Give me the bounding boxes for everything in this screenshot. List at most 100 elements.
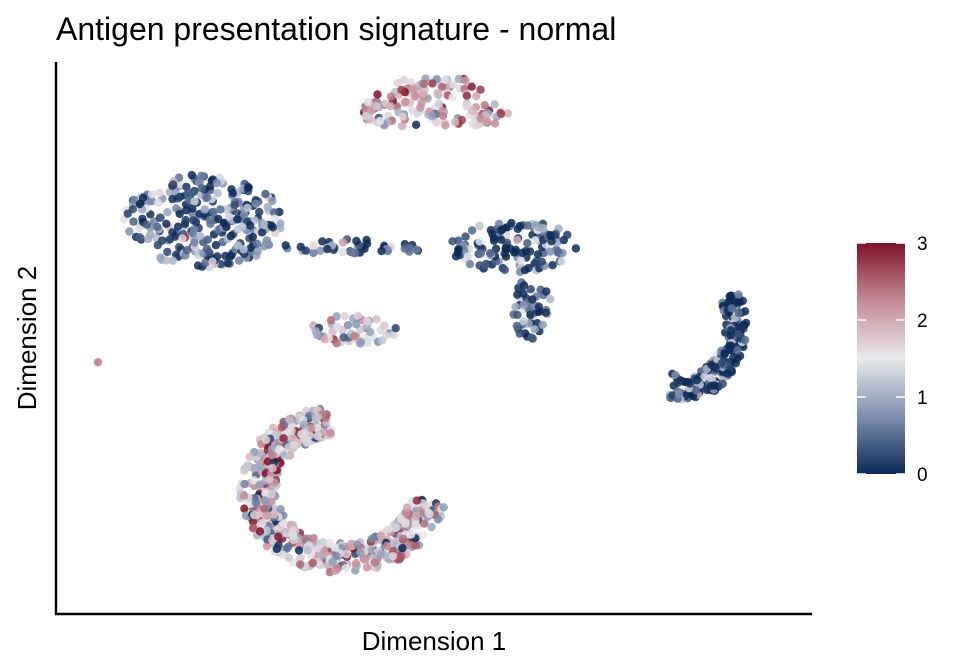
scatter-point (526, 310, 535, 320)
scatter-point (347, 539, 356, 549)
scatter-point (727, 304, 736, 313)
scatter-point (279, 434, 288, 443)
scatter-point (496, 235, 506, 244)
scatter-point (391, 324, 400, 333)
scatter-point (501, 244, 510, 253)
scatter-point (261, 189, 270, 199)
scatter-point (553, 247, 562, 256)
scatter-point (711, 362, 720, 372)
scatter-point (461, 232, 470, 241)
scatter-point (531, 236, 540, 245)
scatter-point (434, 99, 444, 108)
scatter-point (278, 550, 287, 559)
scatter-point (427, 112, 437, 121)
scatter-point (203, 235, 212, 244)
scatter-point (309, 248, 318, 258)
scatter-point (248, 524, 258, 533)
scatter-point (571, 244, 581, 253)
y-axis-title: Dimension 2 (12, 266, 42, 411)
scatter-point (238, 222, 247, 232)
scatter-point (397, 515, 406, 524)
scatter-point (339, 333, 348, 342)
scatter-point (253, 247, 262, 256)
scatter-point (537, 257, 546, 266)
scatter-point (512, 321, 521, 331)
scatter-point (340, 311, 349, 321)
scatter-point (260, 496, 270, 505)
scatter-point (366, 545, 376, 554)
scatter-point (412, 511, 421, 521)
scatter-point (240, 479, 249, 489)
scatter-point (169, 180, 178, 189)
scatter-point (530, 325, 539, 334)
scatter-point (726, 291, 736, 300)
scatter-point (224, 212, 234, 221)
scatter-point (187, 170, 196, 180)
scatter-point (476, 114, 485, 123)
scatter-point (472, 121, 481, 130)
scatter-point (188, 229, 198, 238)
scatter-point (472, 92, 481, 101)
scatter-point (295, 560, 305, 569)
scatter-point (465, 259, 475, 269)
scatter-point (246, 243, 255, 253)
scatter-point (538, 320, 547, 329)
scatter-point (154, 198, 163, 207)
scatter-point (341, 564, 351, 573)
scatter-point (302, 438, 312, 447)
scatter-point (260, 221, 269, 230)
scatter-point (491, 244, 501, 253)
scatter-point (740, 307, 750, 316)
scatter-point (205, 248, 214, 257)
scatter-point (352, 320, 361, 329)
scatter-point (393, 78, 402, 88)
scatter-point (726, 326, 736, 335)
colorbar-ticks: 0 1 2 3 (857, 234, 928, 486)
scatter-point (184, 188, 193, 198)
scatter-point (300, 534, 309, 543)
scatter-point (548, 261, 557, 270)
scatter-point (307, 424, 316, 433)
scatter-point (546, 295, 555, 304)
scatter-point (500, 265, 509, 275)
scatter-point (261, 489, 270, 498)
scatter-point (227, 251, 236, 260)
scatter-point (296, 242, 305, 251)
scatter-point (234, 256, 244, 265)
scatter-point (441, 121, 450, 130)
scatter-point (412, 245, 421, 254)
scatter-point (734, 330, 743, 339)
scatter-point (135, 223, 144, 233)
scatter-point (737, 323, 746, 332)
scatter-point (534, 223, 544, 232)
scatter-point (547, 237, 556, 246)
scatter-point (501, 252, 511, 261)
scatter-point (326, 316, 336, 325)
scatter-point (342, 549, 351, 559)
scatter-point (448, 93, 457, 102)
scatter-point (419, 519, 429, 528)
scatter-point (252, 239, 262, 248)
scatter-point (316, 561, 325, 570)
scatter-point (557, 257, 566, 266)
colorbar-tick-label: 1 (917, 388, 928, 409)
scatter-point (209, 207, 218, 217)
scatter-point (281, 241, 290, 250)
scatter-point (208, 257, 217, 266)
scatter-point (284, 542, 293, 551)
scatter-point (255, 480, 264, 489)
scatter-point (230, 200, 239, 210)
scatter-point (202, 193, 212, 202)
scatter-point (462, 91, 472, 101)
scatter-point (275, 445, 284, 454)
scatter-point (285, 416, 294, 425)
scatter-point (268, 451, 277, 460)
scatter-point (485, 249, 495, 258)
scatter-point (432, 118, 441, 127)
scatter-point (411, 520, 420, 530)
scatter-point (222, 205, 231, 214)
scatter-point (516, 256, 526, 265)
scatter-point (135, 199, 144, 209)
scatter-point (411, 541, 420, 550)
scatter-point (391, 538, 400, 548)
